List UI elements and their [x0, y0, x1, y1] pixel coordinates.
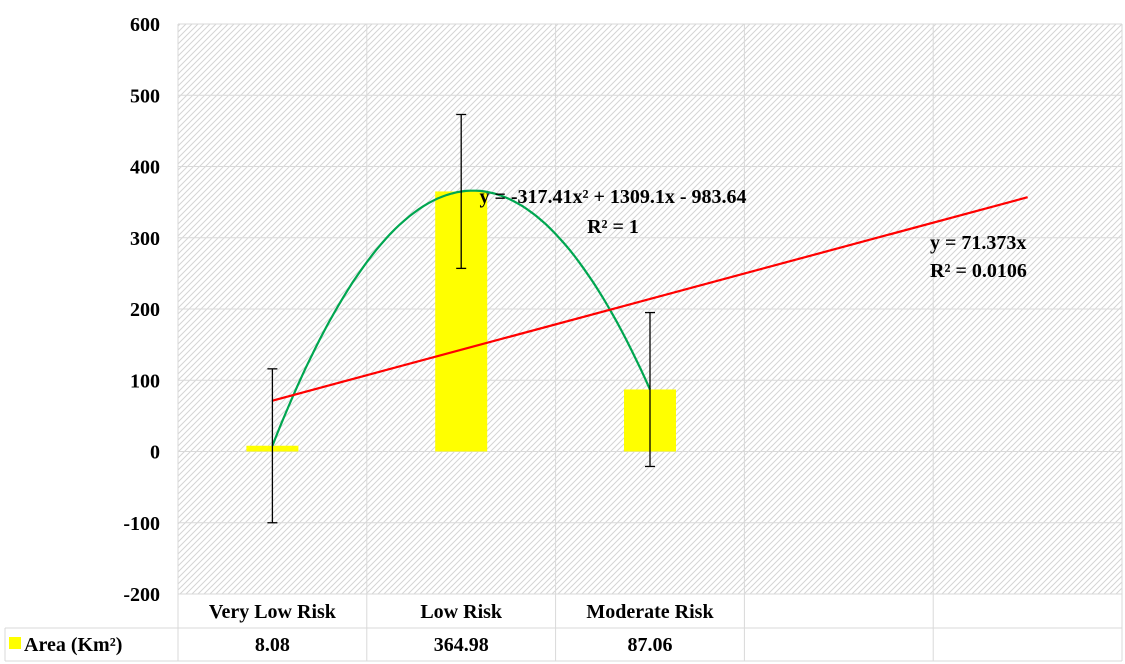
y-axis: 600 500 400 300 200 100 0 -100 -200 [123, 14, 160, 606]
table-cell-value: 364.98 [434, 634, 489, 656]
poly-r2-label: R² = 1 [587, 216, 639, 238]
linear-r2-label: R² = 0.0106 [930, 260, 1027, 282]
table-cell-value: 87.06 [628, 634, 673, 656]
y-tick-label: 300 [130, 228, 160, 250]
y-tick-label: 0 [150, 442, 160, 464]
x-category-label: Moderate Risk [586, 601, 714, 623]
poly-equation-label: y = -317.41x² + 1309.1x - 983.64 [479, 186, 746, 208]
y-tick-label: 500 [130, 85, 160, 107]
gridlines [177, 23, 1123, 661]
table-row-label: Area (Km²) [24, 634, 122, 656]
y-tick-label: -200 [123, 584, 160, 606]
x-category-label: Low Risk [420, 601, 503, 623]
trendline-labels: y = -317.41x² + 1309.1x - 983.64 R² = 1 … [479, 186, 1026, 282]
table-cell-value: 8.08 [255, 634, 290, 656]
y-tick-label: 600 [130, 14, 160, 36]
data-table: Very Low Risk Low Risk Moderate Risk Area (… [4, 601, 1122, 662]
y-tick-label: 100 [130, 370, 160, 392]
y-tick-label: 400 [130, 157, 160, 179]
y-tick-label: -100 [123, 513, 160, 535]
y-tick-label: 200 [130, 299, 160, 321]
error-bars [267, 113, 655, 524]
linear-trendline [272, 196, 1028, 402]
linear-equation-label: y = 71.373x [930, 232, 1026, 254]
legend-key [9, 637, 21, 649]
x-category-label: Very Low Risk [209, 601, 337, 623]
